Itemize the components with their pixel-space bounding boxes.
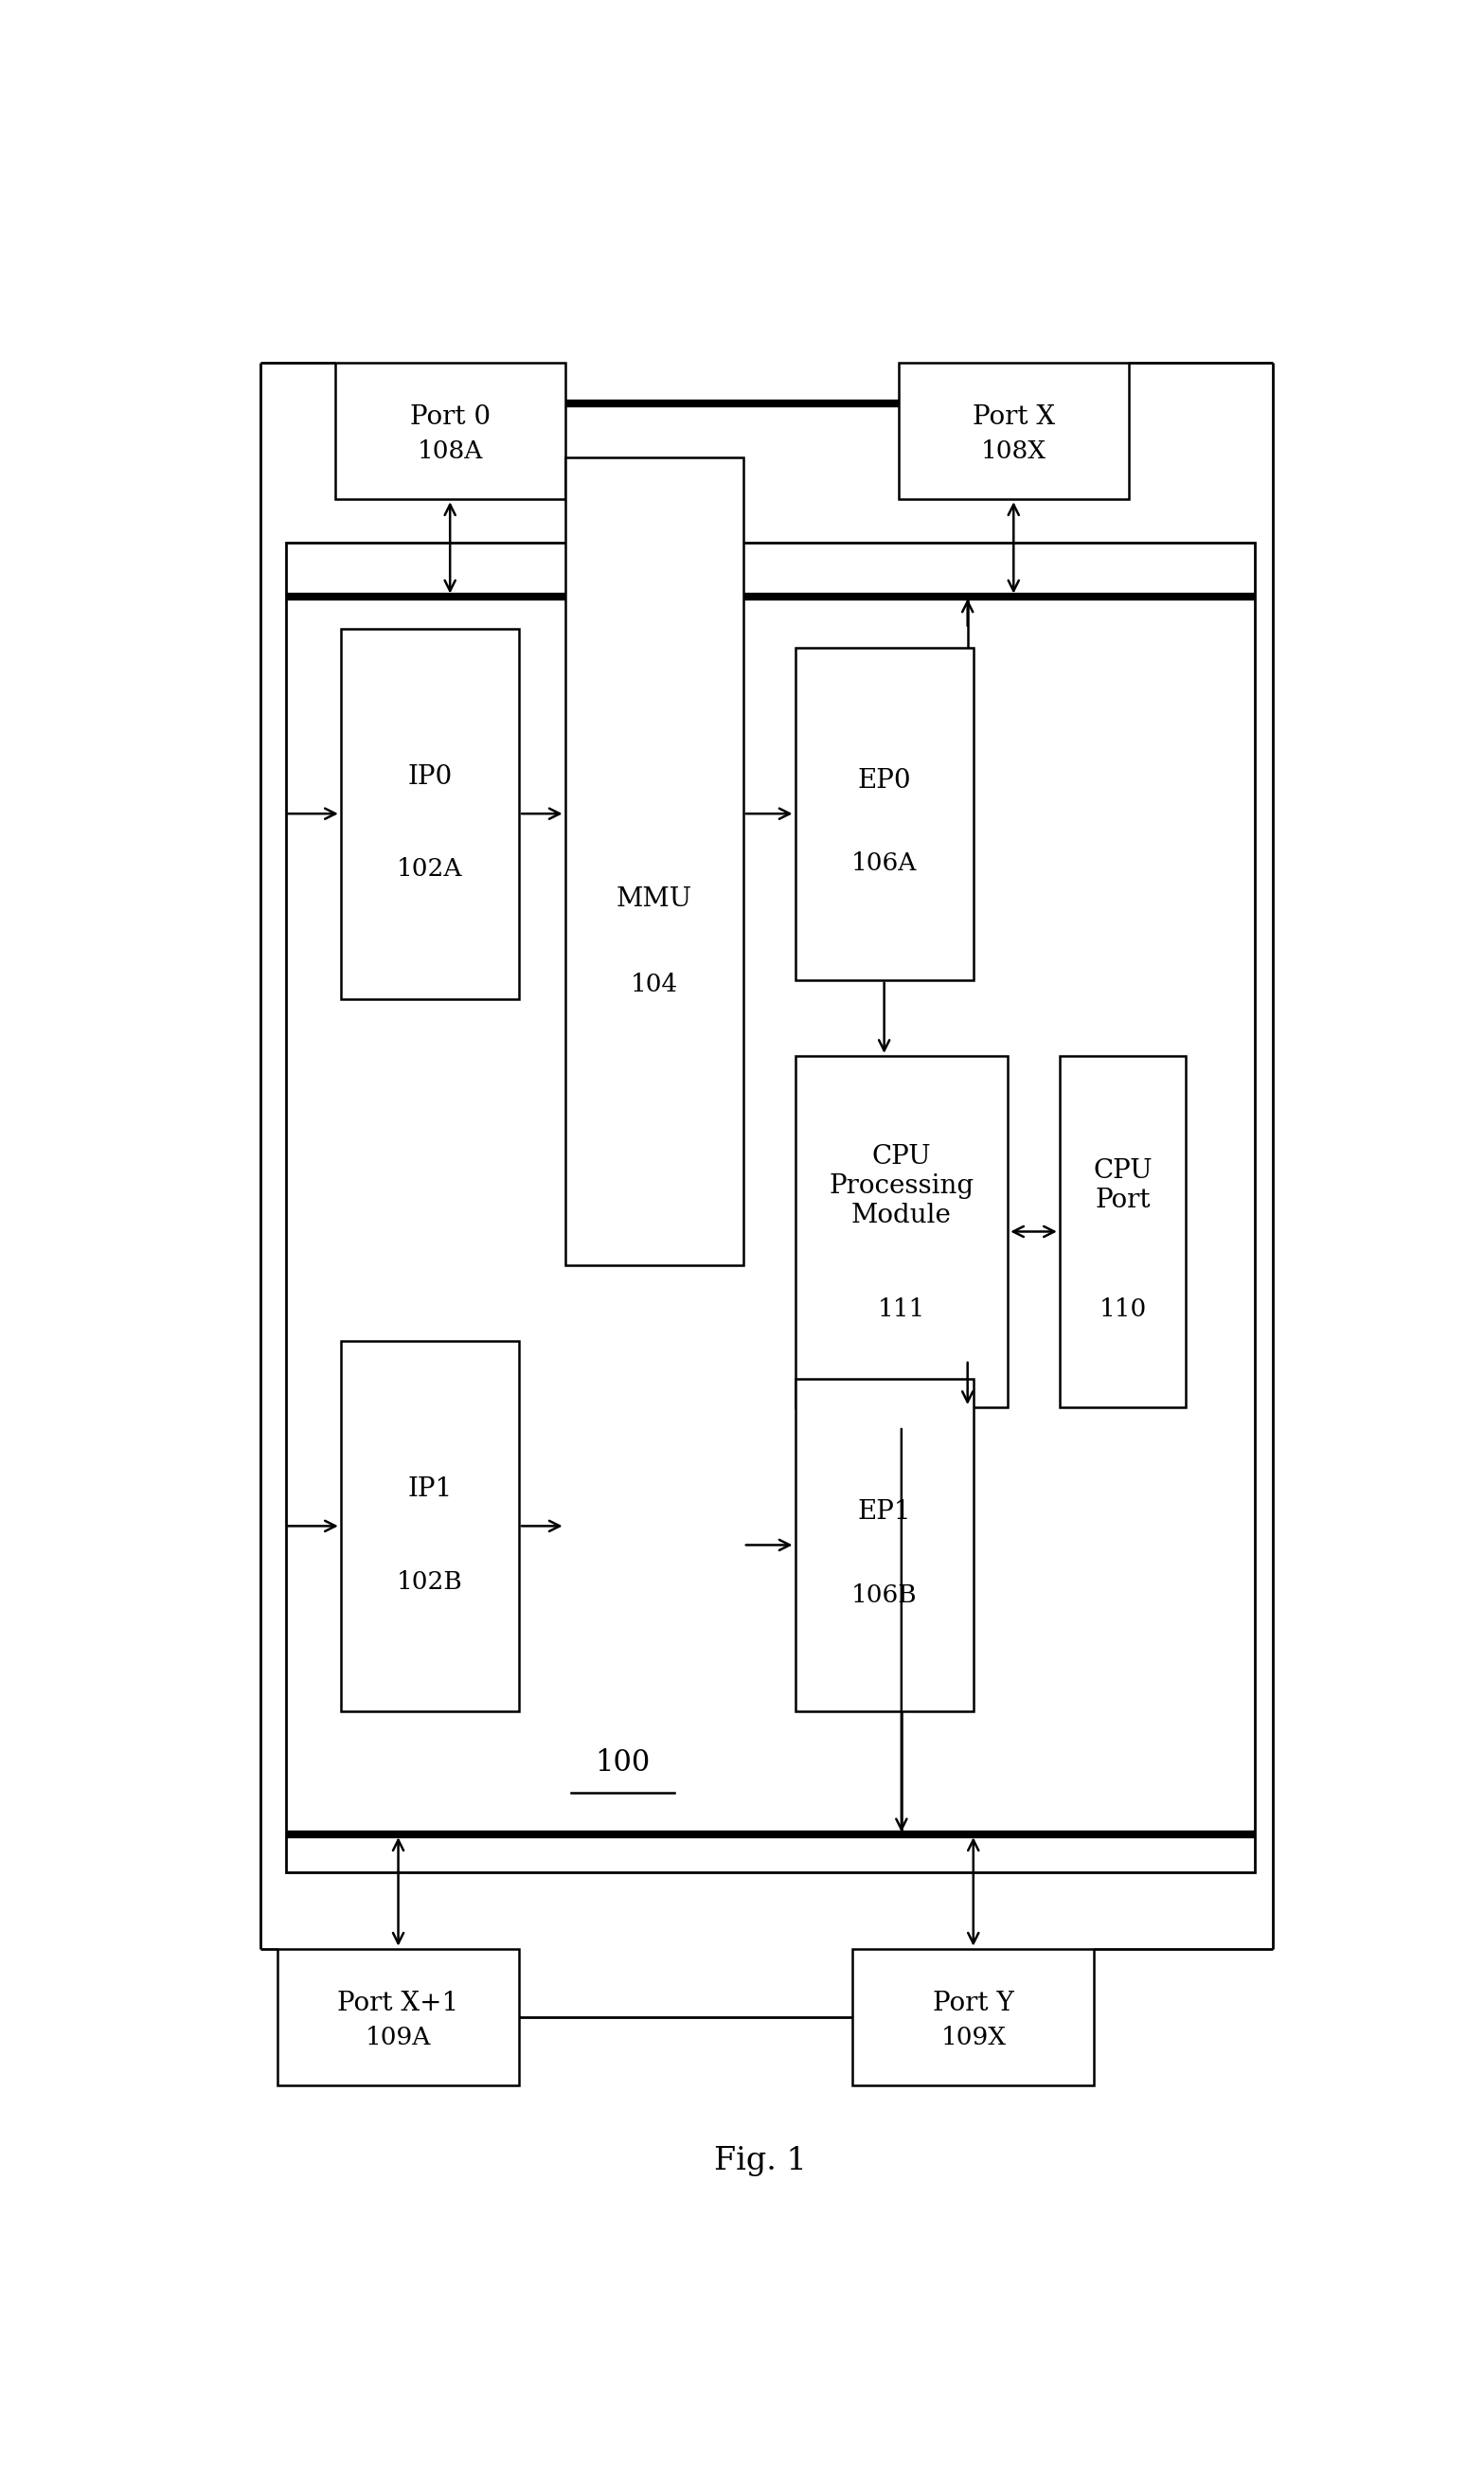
Text: 109X: 109X <box>941 2025 1006 2050</box>
Text: 106B: 106B <box>852 1584 917 1606</box>
Bar <box>341 629 519 999</box>
Bar <box>899 363 1129 498</box>
Bar <box>278 1949 519 2085</box>
Bar <box>1060 1056 1186 1406</box>
Text: CPU
Port: CPU Port <box>1094 1159 1153 1214</box>
Text: 102B: 102B <box>396 1569 463 1594</box>
Bar <box>335 363 565 498</box>
Text: 102A: 102A <box>398 859 463 881</box>
Bar <box>285 543 1255 1872</box>
Text: Port 0: Port 0 <box>410 405 490 429</box>
Text: 110: 110 <box>1100 1298 1147 1320</box>
Text: 106A: 106A <box>852 851 917 876</box>
Bar <box>341 1342 519 1712</box>
Text: 104: 104 <box>631 972 678 997</box>
Text: MMU: MMU <box>616 886 692 913</box>
Text: Port Y: Port Y <box>933 1991 1014 2016</box>
Bar <box>565 456 743 1266</box>
Text: 108A: 108A <box>417 439 482 464</box>
Text: EP0: EP0 <box>858 767 911 794</box>
Text: Port X+1: Port X+1 <box>337 1991 459 2016</box>
Text: 100: 100 <box>595 1749 650 1779</box>
Text: 108X: 108X <box>981 439 1046 464</box>
Text: Fig. 1: Fig. 1 <box>714 2146 807 2176</box>
Text: 111: 111 <box>877 1298 925 1320</box>
Text: EP1: EP1 <box>858 1500 911 1525</box>
Bar <box>795 1056 1008 1406</box>
Text: CPU
Processing
Module: CPU Processing Module <box>830 1145 974 1229</box>
Bar <box>852 1949 1094 2085</box>
Bar <box>795 646 974 979</box>
Text: IP1: IP1 <box>408 1475 453 1502</box>
Text: IP0: IP0 <box>408 765 453 789</box>
Text: Port X: Port X <box>972 405 1055 429</box>
Text: 109A: 109A <box>365 2025 432 2050</box>
Bar <box>795 1379 974 1712</box>
